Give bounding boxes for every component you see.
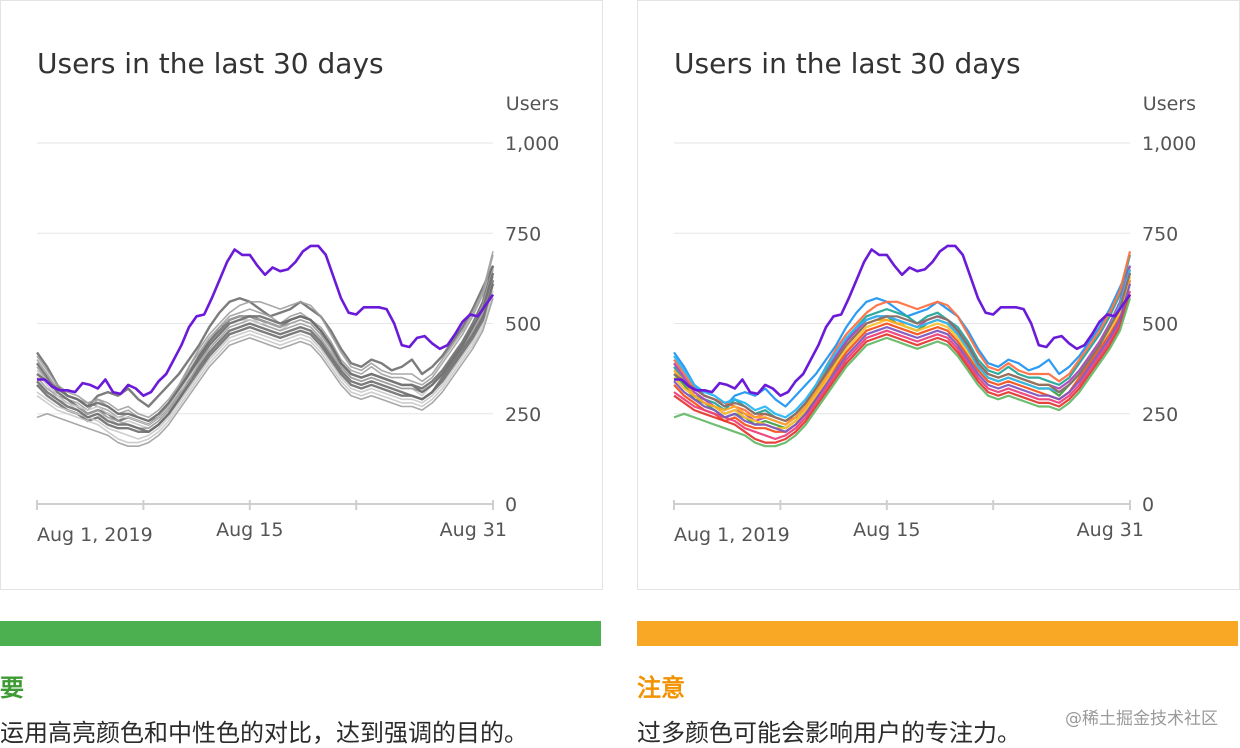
series-line [36,283,495,433]
y-tick-label: 250 [1142,404,1178,426]
y-tick-label: 500 [1142,314,1178,336]
x-tick-label: Aug 31 [440,519,507,541]
panel-good: Users in the last 30 days Users 0 250 500 750… [0,0,603,747]
y-tick-label: 0 [505,494,517,516]
y-axis-label: Users [1143,93,1196,115]
y-tick-label: 1,000 [505,133,559,155]
verdict-label-good: 要 [0,674,24,702]
chart-colorful: Users in the last 30 days Users 0 250 500 750… [673,47,1196,546]
x-tick-label: Aug 31 [1077,519,1144,541]
series-line [36,265,495,408]
series-line [36,294,494,444]
series-line [36,290,494,440]
caption-good: 运用高亮颜色和中性色的对比，达到强调的目的。 [0,719,528,747]
y-tick-label: 500 [505,314,541,336]
y-tick-label: 1,000 [1142,133,1196,155]
x-tick-label: Aug 1, 2019 [37,524,153,546]
series-line [673,283,1132,433]
chart-title: Users in the last 30 days [674,47,1021,80]
highlight-series-line [37,244,495,397]
watermark: @稀土掘金技术社区 [1065,709,1218,729]
highlight-series-line [674,244,1132,397]
y-tick-label: 750 [505,223,541,245]
chart-neutral: Users in the last 30 days Users 0 250 500 750… [36,47,559,546]
x-tick-label: Aug 15 [853,519,920,541]
series-line [36,272,495,423]
caption-caution: 过多颜色可能会影响用户的专注力。 [637,719,1021,747]
y-axis-label: Users [506,93,559,115]
verdict-bar-caution [637,621,1238,646]
chart-card-neutral: Users in the last 30 days Users 0 250 500 750… [0,0,603,590]
chart-card-colorful: Users in the last 30 days Users 0 250 500 750… [637,0,1240,590]
y-tick-label: 0 [1142,494,1154,516]
series-line [36,269,494,419]
verdict-bar-good [0,621,601,646]
series-line [673,290,1132,441]
series-line [673,269,1132,419]
verdict-label-caution: 注意 [637,674,685,702]
y-tick-label: 750 [1142,223,1178,245]
series-line [673,294,1132,444]
series-line [673,297,1132,448]
series-line [673,254,1132,423]
y-tick-label: 250 [505,404,541,426]
series-line [673,251,1132,423]
series-line [36,251,494,422]
series-line [36,297,494,447]
x-tick-label: Aug 1, 2019 [674,524,790,546]
panel-caution: Users in the last 30 days Users 0 250 500 750… [637,0,1240,747]
series-line [673,272,1132,423]
series-line [673,265,1131,408]
x-tick-label: Aug 15 [216,519,283,541]
chart-title: Users in the last 30 days [37,47,384,80]
